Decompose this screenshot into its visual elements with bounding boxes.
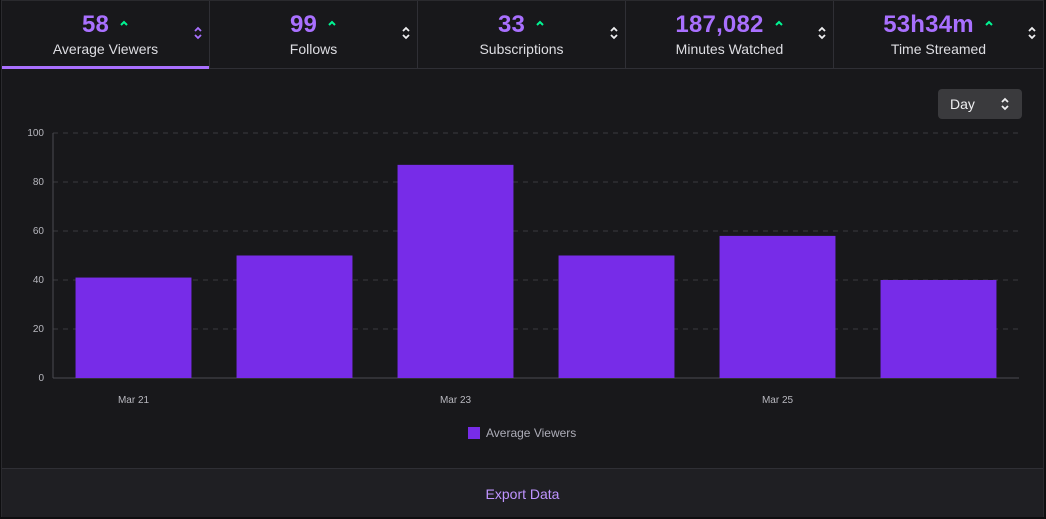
tab-minutes-watched[interactable]: 187,082 Minutes Watched	[626, 1, 834, 68]
stat-value: 33	[497, 11, 526, 38]
tab-follows[interactable]: 99 Follows	[210, 1, 418, 68]
stat-value: 53h34m	[883, 11, 974, 38]
bar	[397, 164, 514, 378]
y-tick-label: 80	[33, 177, 45, 188]
y-tick-label: 60	[33, 226, 45, 237]
sort-icon[interactable]	[609, 25, 619, 41]
trend-up-icon	[328, 20, 336, 26]
stat-label: Subscriptions	[479, 41, 564, 57]
bar	[75, 277, 192, 378]
trend-up-icon	[774, 20, 783, 26]
legend-label: Average Viewers	[486, 426, 577, 440]
stat-value: 187,082	[675, 11, 764, 38]
bar	[719, 235, 836, 378]
tab-subscriptions[interactable]: 33 Subscriptions	[418, 1, 626, 68]
x-tick-label: Mar 25	[762, 395, 794, 406]
range-select[interactable]: Day	[938, 89, 1022, 119]
tab-time-streamed[interactable]: 53h34m Time Streamed	[834, 1, 1043, 68]
trend-up-icon	[985, 20, 993, 26]
x-tick-label: Mar 23	[440, 395, 472, 406]
bar	[558, 255, 675, 378]
trend-up-icon	[120, 20, 128, 26]
y-tick-label: 100	[27, 128, 44, 139]
stat-label: Average Viewers	[52, 41, 159, 57]
sort-icon[interactable]	[193, 25, 203, 41]
y-tick-label: 20	[33, 324, 45, 335]
sort-icon[interactable]	[401, 25, 411, 41]
range-select-value: Day	[950, 96, 975, 112]
stat-label: Time Streamed	[890, 41, 987, 57]
stat-tabs: 58 Average Viewers 99 Follows 33 Subscri…	[2, 1, 1043, 69]
y-tick-label: 0	[38, 373, 44, 384]
bar-chart: 0 20 40 60 80 100 Mar 21 Mar 23 Mar 25	[27, 128, 1019, 406]
legend-swatch	[468, 427, 480, 439]
select-arrows-icon	[1001, 97, 1009, 111]
stat-value: 58	[81, 11, 110, 38]
stat-label: Follows	[289, 41, 338, 57]
sort-icon[interactable]	[1027, 25, 1037, 41]
trend-up-icon	[536, 20, 544, 26]
x-tick-label: Mar 21	[118, 395, 150, 406]
stat-label: Minutes Watched	[675, 41, 784, 57]
y-tick-label: 40	[33, 275, 45, 286]
tab-average-viewers[interactable]: 58 Average Viewers	[2, 1, 210, 69]
export-data-link[interactable]: Export Data	[485, 486, 560, 502]
chart-legend[interactable]: Average Viewers	[468, 425, 576, 441]
sort-icon[interactable]	[817, 25, 827, 41]
stat-value: 99	[289, 11, 318, 38]
bar	[236, 255, 353, 378]
bar	[880, 280, 997, 378]
footer: Export Data	[2, 468, 1043, 517]
